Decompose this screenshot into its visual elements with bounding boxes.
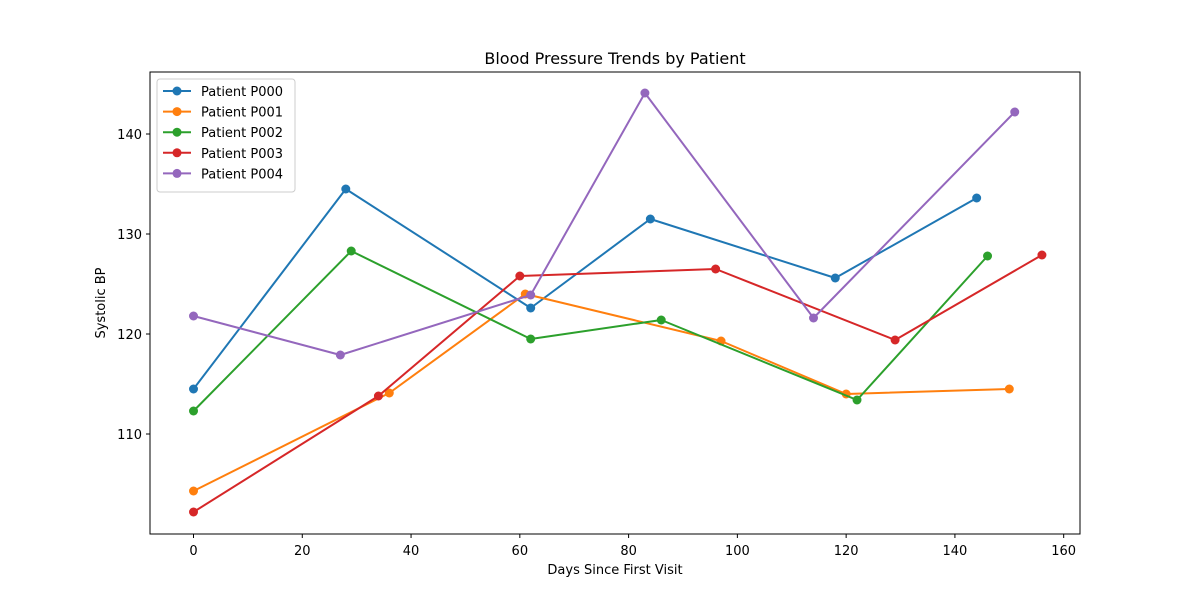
x-tick-label: 0 [189,544,197,559]
plot-area [189,88,1047,517]
x-tick-label: 160 [1051,544,1076,559]
legend-item: Patient P000 [163,85,283,100]
data-point [335,350,345,360]
x-tick-label: 100 [725,544,750,559]
data-point [346,246,356,256]
y-tick-label: 130 [117,228,142,243]
legend-item: Patient P002 [163,126,283,141]
x-tick-label: 40 [403,544,420,559]
legend-marker [172,168,182,178]
series-line [192,250,989,412]
series-patient-p000 [189,184,982,394]
data-point [526,334,536,344]
legend-label: Patient P003 [201,147,283,162]
data-point [189,406,199,416]
legend-marker [172,148,182,158]
data-point [972,193,982,203]
legend-label: Patient P002 [201,126,283,141]
data-point [189,507,199,517]
legend-label: Patient P001 [201,106,283,121]
data-point [809,313,819,323]
x-axis-label: Days Since First Visit [547,563,682,578]
data-point [830,273,840,283]
y-axis: 110 120 130 140 [117,128,150,443]
legend-label: Patient P004 [201,167,283,182]
data-point [526,290,536,300]
x-tick-label: 60 [512,544,529,559]
x-tick-label: 120 [834,544,859,559]
x-tick-label: 80 [620,544,637,559]
data-point [384,388,394,398]
series-patient-p002 [189,246,993,416]
series-line [192,254,1043,513]
y-tick-label: 140 [117,128,142,143]
x-axis: 0 20 40 60 80 100 120 140 160 [189,534,1076,559]
legend-marker [172,86,182,96]
data-point [711,264,721,274]
x-tick-label: 20 [294,544,311,559]
data-point [189,311,199,321]
data-point [1004,384,1014,394]
chart-title: Blood Pressure Trends by Patient [484,49,745,68]
data-point [341,184,351,194]
series-patient-p003 [189,250,1047,517]
legend-marker [172,127,182,137]
legend-item: Patient P003 [163,147,283,162]
y-tick-label: 120 [117,328,142,343]
data-point [645,214,655,224]
legend-item: Patient P004 [163,167,283,182]
data-point [515,271,525,281]
data-point [1037,250,1047,260]
data-point [640,88,650,98]
legend-marker [172,107,182,117]
legend: Patient P000 Patient P001 Patient P002 Pati… [156,78,296,193]
x-tick-label: 140 [942,544,967,559]
data-point [373,391,383,401]
y-tick-label: 110 [117,428,142,443]
series-patient-p004 [189,88,1020,360]
y-axis-label: Systolic BP [94,267,109,338]
legend-box [156,78,296,193]
series-line [192,188,978,390]
data-point [189,384,199,394]
data-point [1010,107,1020,117]
legend-label: Patient P000 [201,85,283,100]
series-line [193,92,1016,356]
axes-frame [149,71,1081,535]
data-point [983,251,993,261]
data-point [526,303,536,313]
data-point [890,335,900,345]
data-point [852,395,862,405]
data-point [189,486,199,496]
legend-item: Patient P001 [163,106,283,121]
data-point [656,315,666,325]
